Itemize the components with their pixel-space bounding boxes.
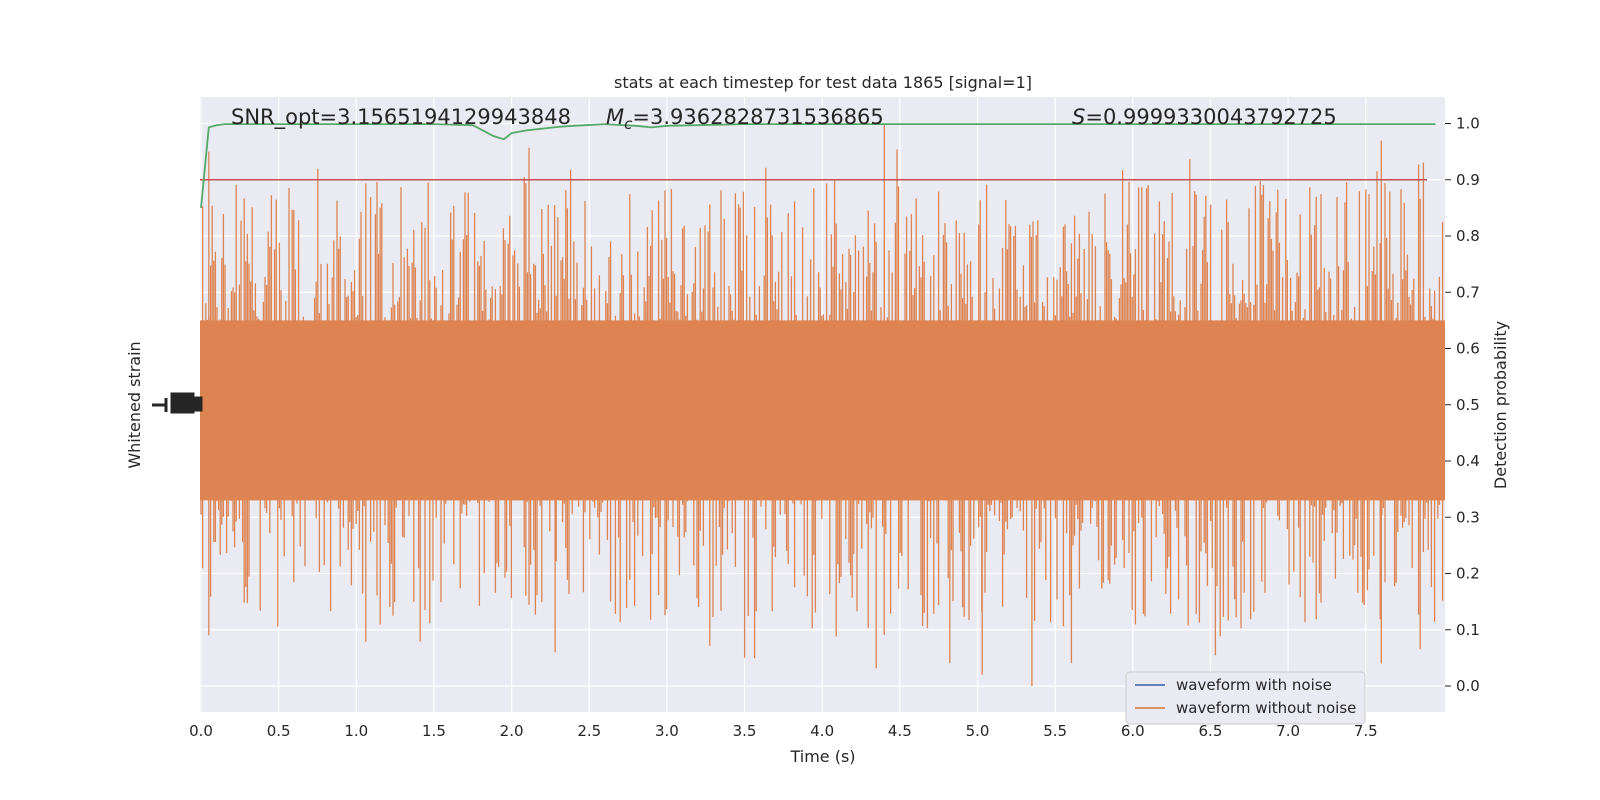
s-symbol: S xyxy=(1072,105,1085,129)
y-tick-label: 0.2 xyxy=(1456,565,1480,583)
x-tick-label: 0.5 xyxy=(267,722,291,740)
x-tick-label: 5.5 xyxy=(1043,722,1067,740)
x-tick-label: 4.5 xyxy=(888,722,912,740)
mc-value: =3.9362828731536865 xyxy=(632,105,883,129)
detection-probability-line xyxy=(200,123,1436,208)
x-tick-label: 3.0 xyxy=(655,722,679,740)
x-tick-label: 4.0 xyxy=(810,722,834,740)
y-tick-label: 0.4 xyxy=(1456,452,1480,470)
mc-annotation: Mc=3.9362828731536865 xyxy=(606,105,884,133)
x-tick-label: 6.0 xyxy=(1121,722,1145,740)
left-axis-garbled-ticks xyxy=(152,392,203,414)
s-annotation: S=0.9999330043792725 xyxy=(1072,105,1337,129)
y-tick-label: 0.5 xyxy=(1456,396,1480,414)
x-tick-label: 7.5 xyxy=(1354,722,1378,740)
legend-box xyxy=(1125,671,1366,725)
mc-symbol: M xyxy=(606,105,624,129)
y-tick-label: 0.1 xyxy=(1456,621,1480,639)
y-tick-label: 0.6 xyxy=(1456,340,1480,358)
x-axis-label: Time (s) xyxy=(789,747,855,766)
x-tick-label: 1.5 xyxy=(422,722,446,740)
x-tick-label: 0.0 xyxy=(189,722,213,740)
y-axis-left-label: Whitened strain xyxy=(125,341,144,468)
x-tick-label: 1.0 xyxy=(344,722,368,740)
s-value: =0.9999330043792725 xyxy=(1085,105,1336,129)
x-tick-label: 6.5 xyxy=(1199,722,1223,740)
y-tick-label: 0.9 xyxy=(1456,171,1480,189)
x-tick-label: 5.0 xyxy=(966,722,990,740)
snr-annotation: SNR_opt=3.1565194129943848 xyxy=(231,105,571,130)
spikes xyxy=(200,123,1444,686)
legend-label-without-noise: waveform without noise xyxy=(1176,699,1356,717)
waveform-spikes xyxy=(200,123,1444,686)
y-tick-label: 1.0 xyxy=(1456,115,1480,133)
legend: waveform with noise waveform without noi… xyxy=(1125,671,1366,725)
mc-subscript: c xyxy=(624,115,633,133)
chart-title: stats at each timestep for test data 186… xyxy=(614,73,1032,92)
x-tick-label: 2.5 xyxy=(577,722,601,740)
y-tick-label: 0.7 xyxy=(1456,283,1480,301)
x-tick-labels: 0.0 0.5 1.0 1.5 2.0 2.5 3.0 3.5 4.0 4.5 5.0 5.5 6.0 6… xyxy=(189,722,1378,740)
y-tick-label: 0.8 xyxy=(1456,227,1480,245)
x-tick-label: 3.5 xyxy=(733,722,757,740)
y-axis-right-label: Detection probability xyxy=(1491,321,1510,489)
y-tick-labels: 0.0 0.1 0.2 0.3 0.4 0.5 0.6 0.7 0.8 0.9 1.0 xyxy=(1445,115,1480,695)
y-tick-label: 0.3 xyxy=(1456,508,1480,526)
y-tick-label: 0.0 xyxy=(1456,677,1480,695)
x-tick-label: 2.0 xyxy=(500,722,524,740)
x-tick-label: 7.0 xyxy=(1276,722,1300,740)
legend-label-with-noise: waveform with noise xyxy=(1176,676,1332,694)
